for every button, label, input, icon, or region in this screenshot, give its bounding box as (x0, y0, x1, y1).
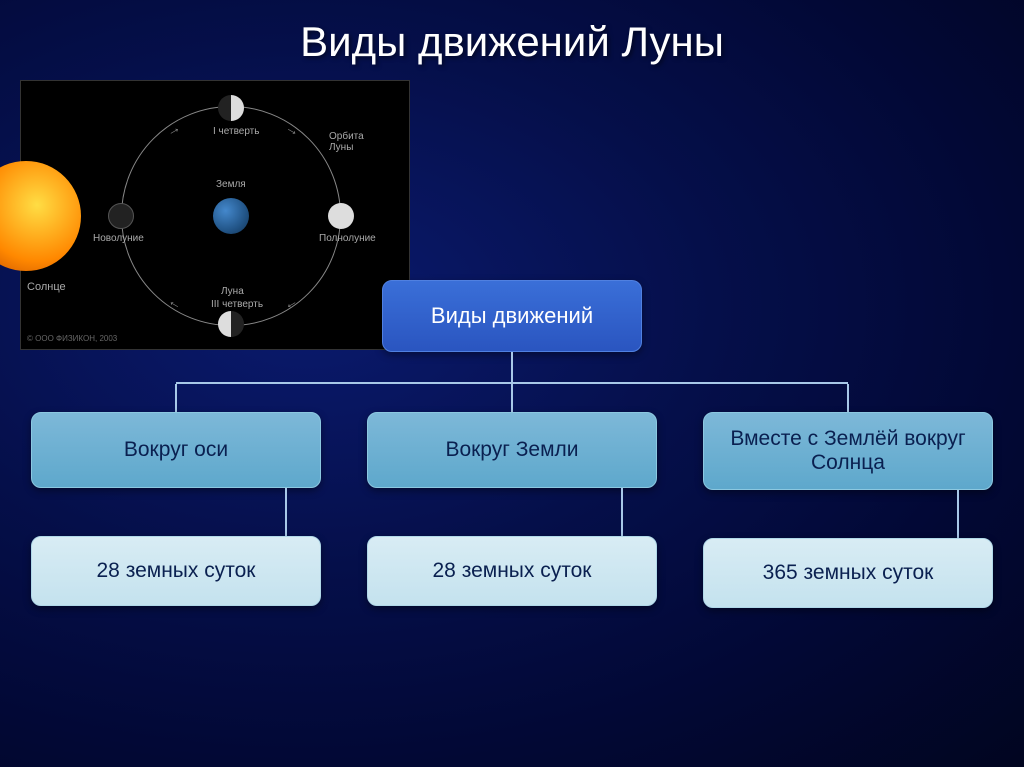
leaf-node-1: 28 земных суток (367, 536, 657, 606)
mid-row: Вокруг оси 28 земных суток Вокруг Земли … (0, 384, 1024, 608)
connector (175, 384, 177, 412)
phase-label-left: Новолуние (93, 233, 144, 244)
connector (176, 382, 848, 384)
moon-new-icon (108, 203, 134, 229)
mid-node-1: Вокруг Земли (367, 412, 657, 488)
branch-0: Вокруг оси 28 земных суток (26, 384, 326, 608)
connector (511, 352, 513, 382)
branch-2: Вместе с Землёй вокруг Солнца 365 земных… (698, 384, 998, 608)
phase-label-right: Полнолуние (319, 233, 376, 244)
leaf-node-2: 365 земных суток (703, 538, 993, 608)
branch-1: Вокруг Земли 28 земных суток (362, 384, 662, 608)
connector (957, 490, 959, 538)
mid-node-0: Вокруг оси (31, 412, 321, 488)
connector (621, 488, 623, 536)
connector (285, 488, 287, 536)
sun-icon (0, 161, 81, 271)
moon-first-quarter-icon (218, 95, 244, 121)
earth-label: Земля (216, 179, 246, 190)
orbit-label: Орбита Луны (329, 131, 364, 153)
moon-full-icon (328, 203, 354, 229)
phase-label-top: I четверть (213, 126, 259, 137)
root-node: Виды движений (382, 280, 642, 352)
connector (847, 384, 849, 412)
hierarchy-diagram: Виды движений Вокруг оси 28 земных суток… (0, 280, 1024, 608)
page-title: Виды движений Луны (0, 0, 1024, 66)
leaf-node-0: 28 земных суток (31, 536, 321, 606)
connector (511, 384, 513, 412)
mid-node-2: Вместе с Землёй вокруг Солнца (703, 412, 993, 490)
earth-icon (213, 198, 249, 234)
